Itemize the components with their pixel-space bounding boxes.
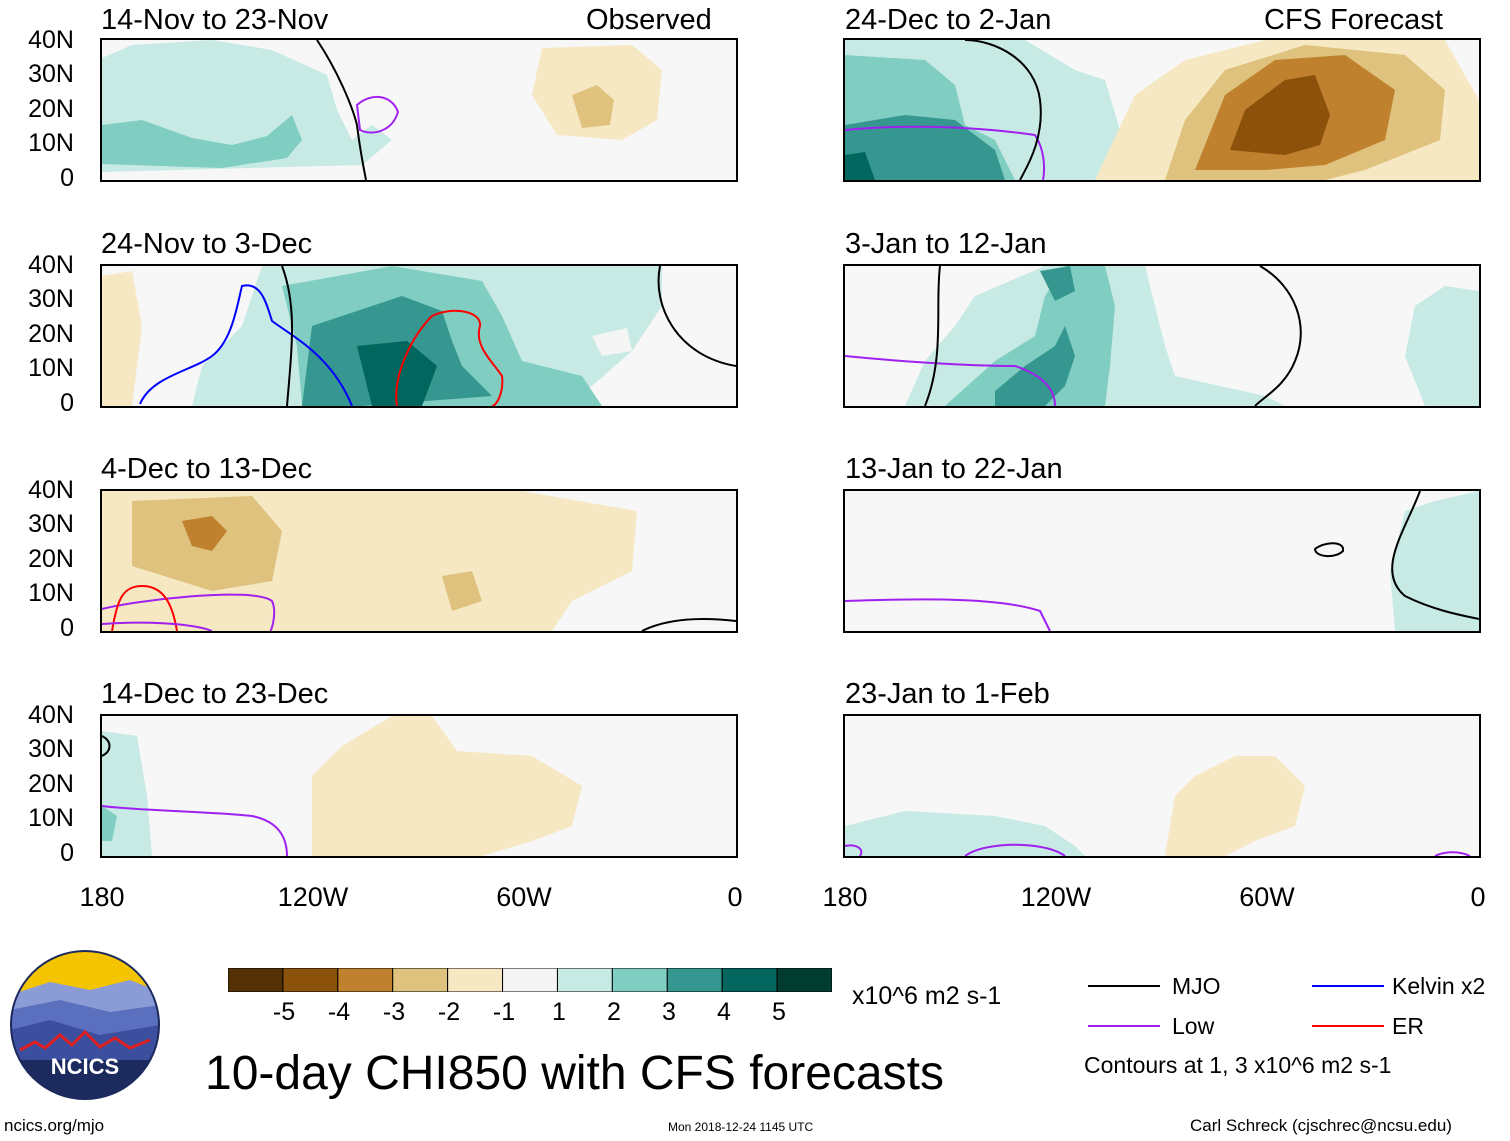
lat-label: 30N <box>28 60 74 88</box>
legend-label-mjo: MJO <box>1172 973 1221 999</box>
lat-label: 40N <box>28 251 74 279</box>
lon-label: 120W <box>277 882 349 912</box>
ncics-logo: NCICS <box>10 950 160 1100</box>
lon-label: 60W <box>1239 882 1295 912</box>
logo-text: NCICS <box>51 1054 119 1079</box>
colorbar-cell <box>392 967 449 993</box>
legend-line-kelvin <box>1312 985 1384 987</box>
lon-label: 60W <box>496 882 552 912</box>
colorbar-cell <box>282 967 339 993</box>
lat-label: 30N <box>28 510 74 538</box>
observed-label: Observed <box>586 4 712 36</box>
lat-label: 30N <box>28 285 74 313</box>
lat-label: 20N <box>28 320 74 348</box>
lat-label: 30N <box>28 735 74 763</box>
lat-label: 10N <box>28 804 74 832</box>
colorbar-cell <box>721 967 778 993</box>
legend-label-er: ER <box>1392 1013 1424 1039</box>
footer-credit: Carl Schreck (cjschrec@ncsu.edu) <box>1190 1116 1452 1135</box>
lat-label: 10N <box>28 354 74 382</box>
map-panel-7 <box>843 489 1481 633</box>
lon-label: 0 <box>1470 882 1486 912</box>
lat-label: 0 <box>60 164 74 192</box>
map-panel-5 <box>843 38 1481 182</box>
map-panel-8 <box>843 714 1481 858</box>
lat-label: 0 <box>60 389 74 417</box>
lon-label: 180 <box>822 882 868 912</box>
colorbar-tick: 4 <box>717 998 731 1026</box>
map-panel-1 <box>100 38 738 182</box>
legend-label-low: Low <box>1172 1013 1215 1039</box>
colorbar-tick: -3 <box>382 998 406 1026</box>
map-panel-6 <box>843 264 1481 408</box>
legend-line-mjo <box>1088 985 1160 987</box>
colorbar <box>227 967 833 993</box>
cfs-forecast-label: CFS Forecast <box>1264 4 1443 36</box>
colorbar-cell <box>337 967 394 993</box>
colorbar-tick: -5 <box>272 998 296 1026</box>
lat-label: 10N <box>28 129 74 157</box>
panel-title-4: 14-Dec to 23-Dec <box>101 678 329 710</box>
colorbar-cell <box>666 967 723 993</box>
legend-label-kelvin: Kelvin x2 <box>1392 973 1486 999</box>
footer-timestamp: Mon 2018-12-24 1145 UTC <box>668 1120 814 1134</box>
panel-title-7: 13-Jan to 22-Jan <box>845 453 1063 485</box>
colorbar-tick: -1 <box>492 998 516 1026</box>
lat-label: 20N <box>28 95 74 123</box>
footer-url: ncics.org/mjo <box>4 1116 105 1135</box>
colorbar-cell <box>502 967 558 993</box>
panel-title-2: 24-Nov to 3-Dec <box>101 228 313 260</box>
panel-title-5: 24-Dec to 2-Jan <box>845 4 1052 36</box>
lat-label: 40N <box>28 701 74 729</box>
colorbar-units: x10^6 m2 s-1 <box>852 982 1002 1010</box>
map-panel-3 <box>100 489 738 633</box>
colorbar-cell <box>227 967 284 993</box>
map-panel-4 <box>100 714 738 858</box>
lat-label: 0 <box>60 839 74 867</box>
panel-title-6: 3-Jan to 12-Jan <box>845 228 1047 260</box>
legend-line-er <box>1312 1025 1384 1027</box>
colorbar-tick: -4 <box>327 998 351 1026</box>
colorbar-tick: 1 <box>552 998 566 1026</box>
figure-title: 10-day CHI850 with CFS forecasts <box>205 1047 944 1100</box>
legend-line-low <box>1088 1025 1160 1027</box>
lon-label: 120W <box>1020 882 1092 912</box>
lat-label: 20N <box>28 545 74 573</box>
colorbar-tick: 5 <box>772 998 786 1026</box>
panel-title-8: 23-Jan to 1-Feb <box>845 678 1050 710</box>
legend-note: Contours at 1, 3 x10^6 m2 s-1 <box>1084 1052 1392 1078</box>
lon-label: 180 <box>79 882 125 912</box>
lat-label: 10N <box>28 579 74 607</box>
lat-label: 0 <box>60 614 74 642</box>
map-panel-2 <box>100 264 738 408</box>
panel-title-1: 14-Nov to 23-Nov <box>101 4 329 36</box>
lon-label: 0 <box>727 882 743 912</box>
colorbar-cell <box>447 967 504 993</box>
lat-label: 20N <box>28 770 74 798</box>
lat-label: 40N <box>28 476 74 504</box>
colorbar-tick: -2 <box>437 998 461 1026</box>
colorbar-tick: 3 <box>662 998 676 1026</box>
panel-title-3: 4-Dec to 13-Dec <box>101 453 313 485</box>
lat-label: 40N <box>28 26 74 54</box>
colorbar-cell <box>556 967 613 993</box>
colorbar-cell <box>611 967 668 993</box>
colorbar-tick: 2 <box>607 998 621 1026</box>
colorbar-cell <box>776 967 833 993</box>
